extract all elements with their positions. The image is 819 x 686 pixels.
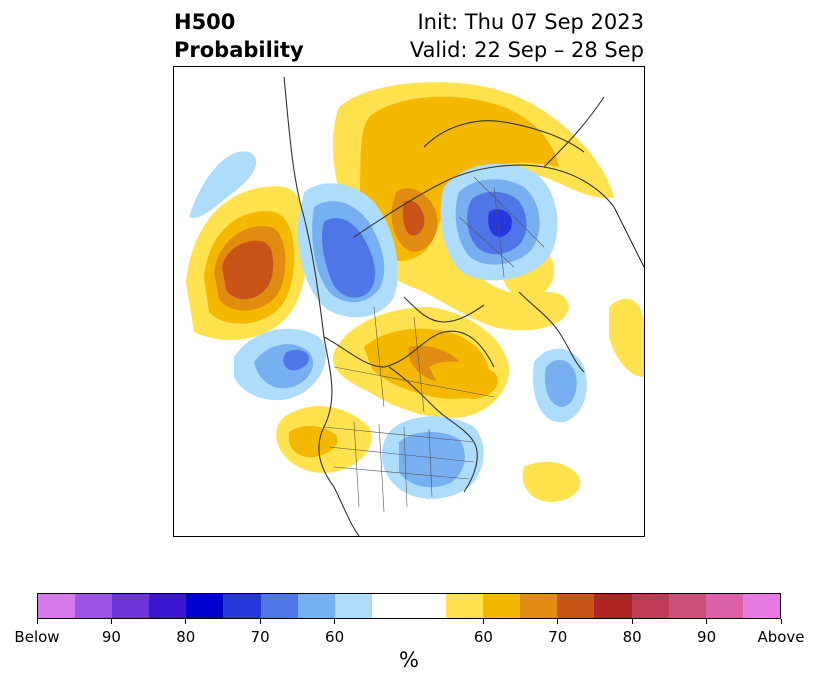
below-gulfalaska-70 — [283, 349, 309, 371]
above-normal-shading — [186, 82, 644, 502]
colorbar-tick-label: 80 — [176, 628, 196, 646]
above-mid-atlantic-60 — [429, 361, 498, 399]
colorbar-segment — [520, 594, 558, 618]
colorbar-segment — [371, 594, 409, 618]
colorbar-tick-label: 80 — [622, 628, 642, 646]
colorbar-segment — [38, 594, 76, 618]
below-aleutian-60 — [189, 151, 257, 218]
valid-range: Valid: 22 Sep – 28 Sep — [409, 38, 644, 62]
colorbar-segment — [408, 594, 447, 618]
colorbar-segment — [112, 594, 150, 618]
above-westus-65 — [288, 425, 338, 458]
colorbar-tick — [557, 619, 559, 624]
colorbar-tick — [780, 619, 782, 624]
above-iberia-60 — [609, 298, 644, 377]
colorbar-unit: % — [399, 648, 419, 672]
title-variable: H500 — [174, 10, 236, 34]
colorbar-segment — [483, 594, 521, 618]
probability-colorbar — [37, 593, 781, 619]
colorbar-tick — [334, 619, 336, 624]
colorbar-tick-label: 90 — [101, 628, 121, 646]
colorbar-tick — [36, 619, 38, 624]
colorbar-segment — [705, 594, 743, 618]
colorbar-tick — [631, 619, 633, 624]
colorbar-tick — [482, 619, 484, 624]
probability-map — [173, 66, 645, 537]
init-date: Init: Thu 07 Sep 2023 — [417, 10, 644, 34]
colorbar-segment — [297, 594, 335, 618]
colorbar-segment — [186, 594, 224, 618]
colorbar-tick-label: Above — [757, 628, 805, 646]
above-arctic-75 — [402, 200, 425, 236]
colorbar-segment — [260, 594, 298, 618]
colorbar-tick — [185, 619, 187, 624]
colorbar-segment — [631, 594, 669, 618]
colorbar-tick-label: 60 — [473, 628, 493, 646]
colorbar-tick — [259, 619, 261, 624]
below-westcanada-70 — [321, 218, 376, 298]
coastlines — [283, 76, 644, 536]
colorbar-tick-label: 70 — [548, 628, 568, 646]
title-field: Probability — [174, 38, 304, 62]
below-normal-shading — [189, 151, 587, 499]
colorbar-segment — [446, 594, 484, 618]
colorbar-segment — [742, 594, 780, 618]
colorbar-tick-label: 90 — [697, 628, 717, 646]
colorbar-segment — [75, 594, 113, 618]
map-title: H500 Probability — [174, 8, 304, 64]
colorbar-segment — [594, 594, 632, 618]
colorbar-tick — [110, 619, 112, 624]
colorbar-tick — [706, 619, 708, 624]
colorbar-segment — [149, 594, 187, 618]
colorbar-segment — [223, 594, 261, 618]
colorbar-tick-label: 70 — [250, 628, 270, 646]
map-dates: Init: Thu 07 Sep 2023 Valid: 22 Sep – 28… — [410, 8, 644, 64]
colorbar-segment — [334, 594, 372, 618]
colorbar-tick-label: 60 — [325, 628, 345, 646]
colorbar-tick-label: Below — [14, 628, 60, 646]
state-borders — [323, 176, 545, 513]
above-pacific-75 — [222, 240, 274, 300]
above-atlantic-60 — [522, 461, 580, 502]
colorbar-segment — [668, 594, 706, 618]
below-atlantic-65 — [544, 360, 577, 407]
colorbar-segment — [557, 594, 595, 618]
below-pole-75 — [488, 209, 512, 237]
below-eastus-65 — [399, 431, 465, 488]
map-svg — [186, 76, 644, 536]
